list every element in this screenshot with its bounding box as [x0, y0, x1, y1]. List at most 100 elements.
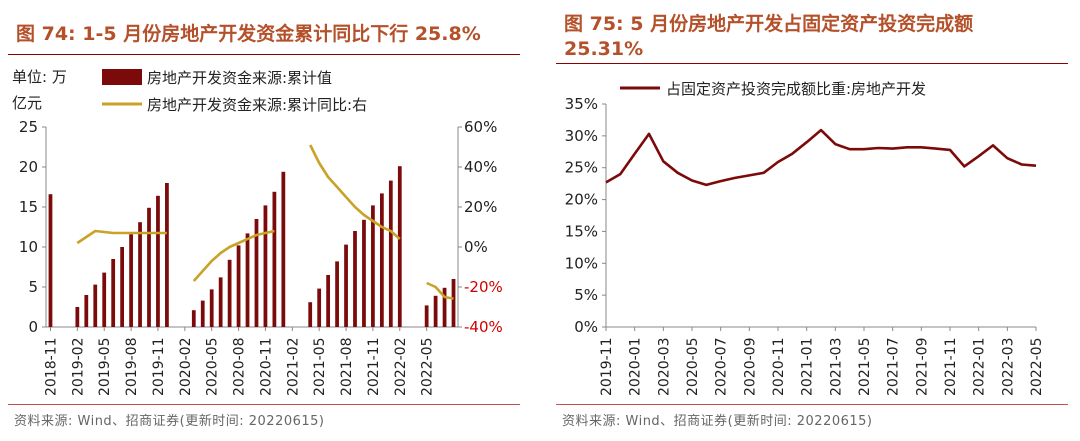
left-y-tick-label: 20	[19, 158, 38, 176]
bar	[120, 247, 125, 327]
bar	[308, 302, 313, 327]
right-y-tick-label: 60%	[464, 118, 497, 136]
x-tick-label: 2022-05	[1029, 338, 1045, 397]
x-tick-label: 2020-03	[656, 338, 672, 397]
bar	[263, 205, 268, 327]
left-chart-panel: 图 74: 1-5 月份房地产开发资金累计同比下行 25.8% 0 5 10 15 20…	[0, 0, 532, 441]
bar	[272, 191, 277, 327]
y-tick-label: 10%	[565, 254, 598, 272]
x-tick-label: 2019-11	[599, 338, 615, 397]
bar	[84, 295, 89, 327]
bar	[236, 245, 241, 327]
x-tick-label: 2020-02	[178, 338, 194, 397]
x-tick-label: 2021-01	[800, 338, 816, 397]
left-unit-label-line2: 亿元	[12, 94, 42, 112]
left-source-text: 资料来源: Wind、招商证券(更新时间: 20220615)	[14, 414, 325, 429]
x-tick-label: 2022-05	[420, 338, 436, 397]
x-tick-label: 2020-07	[714, 338, 730, 397]
bar	[388, 180, 393, 327]
left-unit-label: 单位: 万	[12, 68, 67, 86]
bar	[371, 205, 375, 327]
x-tick-label: 2018-11	[43, 338, 59, 397]
bar	[129, 234, 133, 327]
bar	[451, 279, 456, 327]
y-tick-label: 0%	[574, 318, 598, 336]
bar	[48, 194, 53, 327]
right-y-tick-label: 40%	[464, 158, 497, 176]
x-tick-label: 2022-03	[1000, 337, 1016, 396]
bar	[191, 310, 196, 327]
bar	[200, 300, 205, 327]
legend-bar-label: 房地产开发资金来源:累计值	[147, 69, 332, 87]
x-tick-label: 2020-05	[685, 338, 701, 397]
bar	[111, 259, 116, 327]
left-title-rule	[8, 54, 520, 55]
x-tick-label: 2020-01	[628, 338, 644, 397]
left-source-rule	[8, 404, 520, 405]
x-tick-label: 2021-02	[285, 338, 301, 397]
bar	[433, 295, 438, 327]
bar	[424, 305, 429, 327]
yoy-growth-line	[192, 229, 275, 282]
bar	[102, 272, 107, 327]
left-y-tick-label: 5	[28, 278, 38, 296]
x-tick-label: 2020-08	[232, 338, 248, 397]
legend-bar-swatch	[102, 69, 142, 85]
bar	[209, 289, 214, 327]
bar	[147, 207, 151, 327]
yoy-growth-line	[309, 144, 401, 240]
left-chart-title: 图 74: 1-5 月份房地产开发资金累计同比下行 25.8%	[16, 23, 481, 45]
bar	[75, 307, 80, 327]
bar	[156, 195, 160, 327]
x-tick-label: 2019-08	[124, 338, 140, 397]
right-chart-title-line1: 图 75: 5 月份房地产开发占固定资产投资完成额	[564, 13, 974, 35]
left-y-tick-label: 15	[19, 198, 38, 216]
right-source-rule	[556, 404, 1068, 405]
left-y-tick-label: 0	[28, 318, 38, 336]
right-chart: 0% 5% 10% 15% 20% 25% 30% 35% 2019-11 2020-01 2020…	[565, 80, 1045, 397]
x-tick-label: 2021-09	[914, 338, 930, 397]
left-chart: 0 5 10 15 20 25 -40% -20% 0% 20% 40% 60% 2018-11 2019…	[12, 68, 503, 397]
bar	[165, 183, 169, 327]
bar	[281, 171, 286, 327]
x-tick-label: 2020-09	[742, 338, 758, 397]
y-tick-label: 15%	[565, 222, 598, 240]
x-tick-label: 2020-11	[771, 338, 787, 397]
y-tick-label: 20%	[565, 191, 598, 209]
x-tick-label: 2022-02	[393, 338, 409, 397]
right-y-tick-label: -20%	[464, 278, 503, 296]
x-tick-label: 2021-07	[886, 338, 902, 397]
x-tick-label: 2022-01	[972, 338, 988, 397]
bar	[254, 219, 259, 327]
bar	[353, 231, 357, 327]
bar	[362, 219, 366, 327]
left-y-tick-label: 25	[19, 118, 38, 136]
legend-line-label: 占固定资产投资完成额比重:房地产开发	[666, 80, 926, 98]
bar	[245, 233, 250, 327]
y-tick-label: 35%	[565, 95, 598, 113]
bar	[93, 284, 98, 327]
yoy-growth-line	[76, 229, 167, 245]
bar	[227, 259, 232, 327]
x-tick-label: 2021-03	[828, 338, 844, 397]
x-tick-label: 2019-02	[70, 338, 86, 397]
bar	[326, 275, 331, 327]
right-chart-title-line2: 25.31%	[564, 38, 644, 60]
right-y-tick-label: 20%	[464, 198, 497, 216]
x-tick-label: 2021-11	[366, 338, 382, 397]
y-tick-label: 30%	[565, 127, 598, 145]
y-tick-label: 5%	[574, 286, 598, 304]
bar	[442, 287, 447, 327]
yoy-growth-line	[426, 281, 454, 300]
right-title-rule	[556, 63, 1068, 64]
x-tick-label: 2021-08	[339, 338, 355, 397]
x-tick-label: 2020-11	[258, 338, 274, 397]
x-tick-label: 2019-05	[97, 338, 113, 397]
right-source-text: 资料来源: Wind、招商证券(更新时间: 20220615)	[562, 414, 873, 429]
x-tick-label: 2019-11	[151, 338, 167, 397]
x-tick-label: 2021-11	[943, 338, 959, 397]
right-y-tick-label: -40%	[464, 318, 503, 336]
bar	[335, 261, 339, 327]
y-tick-label: 25%	[565, 159, 598, 177]
x-tick-label: 2020-05	[205, 338, 221, 397]
